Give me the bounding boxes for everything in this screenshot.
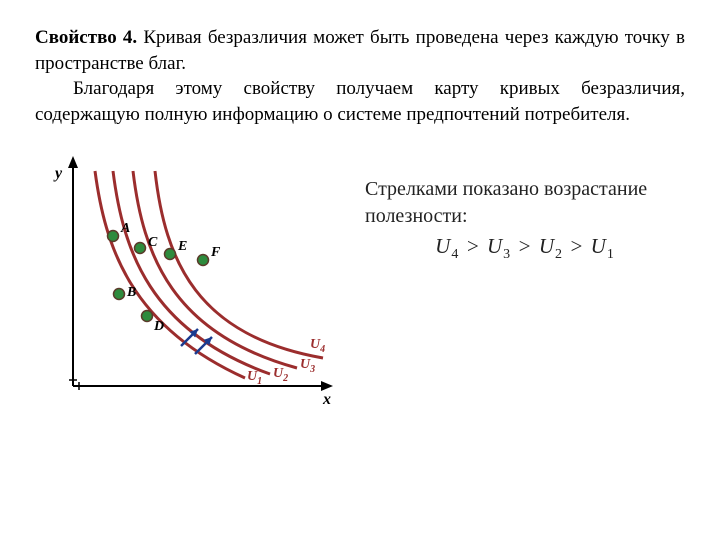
indifference-map-chart: yxU1U2U3U4ABCDEF xyxy=(35,146,345,426)
svg-text:D: D xyxy=(153,319,164,334)
figure-row: yxU1U2U3U4ABCDEF Стрелками показано возр… xyxy=(35,146,685,426)
svg-text:F: F xyxy=(210,245,221,260)
para2: Благодаря этому свойству получаем карту … xyxy=(35,78,685,125)
utility-inequality: U4 > U3 > U2 > U1 xyxy=(365,232,685,265)
svg-text:B: B xyxy=(126,285,136,300)
side-caption-block: Стрелками показано возрастание полезност… xyxy=(365,146,685,265)
svg-text:C: C xyxy=(148,235,158,250)
side-caption: Стрелками показано возрастание полезност… xyxy=(365,176,685,230)
svg-text:U3: U3 xyxy=(300,357,315,375)
svg-text:A: A xyxy=(120,221,130,236)
svg-text:U2: U2 xyxy=(273,366,288,384)
svg-text:x: x xyxy=(322,391,331,408)
intro-paragraph: Свойство 4. Кривая безразличия может быт… xyxy=(35,25,685,128)
svg-text:U4: U4 xyxy=(310,337,325,355)
svg-text:y: y xyxy=(53,165,63,182)
svg-text:E: E xyxy=(177,239,187,254)
property-heading: Свойство 4. xyxy=(35,27,137,48)
